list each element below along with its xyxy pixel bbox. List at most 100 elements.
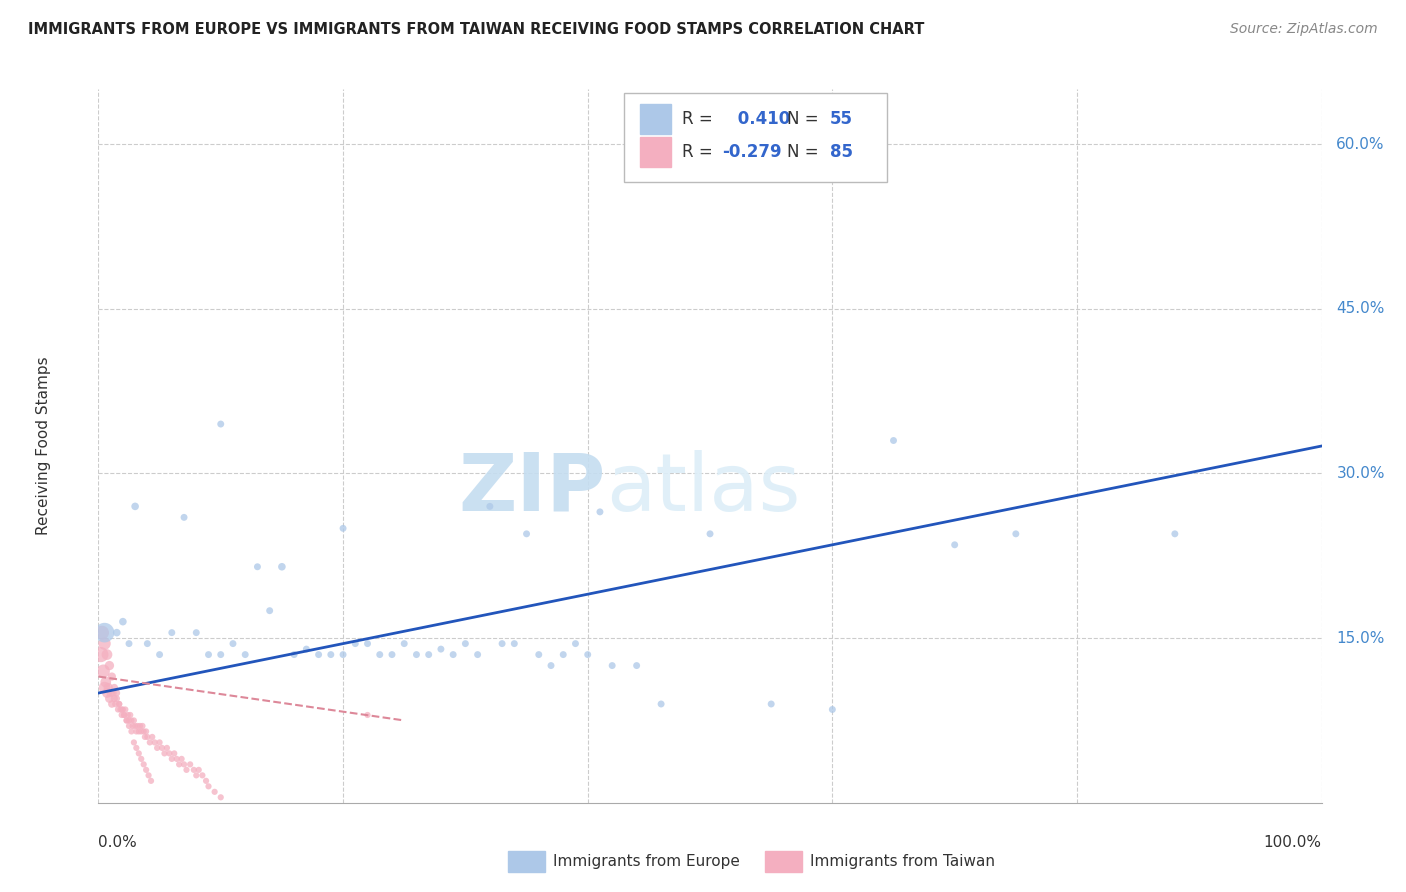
Point	[149, 648, 172, 662]
Point	[120, 714, 142, 728]
Point	[283, 648, 305, 662]
Point	[160, 752, 183, 766]
Point	[197, 648, 219, 662]
Point	[115, 714, 138, 728]
Point	[156, 740, 179, 755]
Point	[467, 648, 489, 662]
Point	[115, 714, 138, 728]
FancyBboxPatch shape	[624, 93, 887, 182]
Point	[761, 697, 783, 711]
Text: Immigrants from Taiwan: Immigrants from Taiwan	[810, 854, 995, 869]
Point	[114, 702, 136, 716]
Point	[135, 763, 157, 777]
Point	[441, 648, 464, 662]
Point	[170, 752, 193, 766]
Point	[149, 735, 172, 749]
Point	[564, 637, 586, 651]
Point	[111, 702, 134, 716]
Point	[105, 625, 128, 640]
Point	[111, 708, 134, 723]
Point	[173, 757, 195, 772]
Text: 100.0%: 100.0%	[1264, 835, 1322, 850]
Point	[356, 637, 378, 651]
Point	[191, 768, 214, 782]
Point	[183, 763, 205, 777]
Point	[94, 675, 117, 690]
Point	[125, 740, 148, 755]
Point	[129, 752, 152, 766]
Point	[132, 724, 155, 739]
Text: N =: N =	[787, 143, 824, 161]
Point	[186, 625, 208, 640]
Point	[112, 708, 135, 723]
Point	[139, 773, 162, 788]
Point	[101, 669, 124, 683]
Point	[108, 697, 131, 711]
Point	[187, 763, 209, 777]
Point	[129, 719, 152, 733]
Point	[105, 691, 128, 706]
Point	[503, 637, 526, 651]
Point	[332, 521, 354, 535]
Point	[821, 702, 844, 716]
Point	[135, 724, 157, 739]
Point	[209, 790, 232, 805]
Point	[153, 747, 176, 761]
Point	[122, 735, 145, 749]
Text: 30.0%: 30.0%	[1336, 466, 1385, 481]
Point	[111, 615, 134, 629]
Text: N =: N =	[787, 111, 824, 128]
Point	[209, 648, 232, 662]
Point	[204, 785, 226, 799]
Point	[166, 752, 188, 766]
Text: 60.0%: 60.0%	[1336, 136, 1385, 152]
Point	[101, 686, 124, 700]
Text: 45.0%: 45.0%	[1336, 301, 1385, 317]
Point	[118, 714, 141, 728]
Point	[589, 505, 612, 519]
Text: 55: 55	[830, 111, 853, 128]
Point	[176, 763, 198, 777]
Point	[195, 773, 218, 788]
Point	[368, 648, 391, 662]
Point	[259, 604, 281, 618]
FancyBboxPatch shape	[508, 851, 546, 872]
Point	[319, 648, 342, 662]
Point	[179, 757, 201, 772]
Point	[108, 697, 131, 711]
Point	[134, 730, 156, 744]
Point	[167, 757, 190, 772]
Point	[136, 730, 159, 744]
Point	[173, 510, 195, 524]
Text: 0.0%: 0.0%	[98, 835, 138, 850]
Point	[91, 625, 114, 640]
Point	[163, 747, 186, 761]
Point	[118, 637, 141, 651]
Point	[143, 735, 166, 749]
Point	[93, 625, 115, 640]
Text: 85: 85	[830, 143, 853, 161]
Text: Source: ZipAtlas.com: Source: ZipAtlas.com	[1230, 22, 1378, 37]
Point	[132, 757, 155, 772]
Point	[100, 686, 122, 700]
Point	[209, 417, 232, 431]
Point	[97, 681, 120, 695]
Text: -0.279: -0.279	[723, 143, 782, 161]
Point	[91, 664, 114, 678]
Point	[125, 724, 148, 739]
Point	[246, 559, 269, 574]
Point	[90, 648, 112, 662]
Point	[96, 686, 118, 700]
Point	[332, 648, 354, 662]
Point	[139, 735, 162, 749]
Point	[197, 780, 219, 794]
Text: IMMIGRANTS FROM EUROPE VS IMMIGRANTS FROM TAIWAN RECEIVING FOOD STAMPS CORRELATI: IMMIGRANTS FROM EUROPE VS IMMIGRANTS FRO…	[28, 22, 925, 37]
Point	[121, 719, 143, 733]
Point	[883, 434, 905, 448]
Text: 0.410: 0.410	[733, 111, 790, 128]
Point	[600, 658, 623, 673]
Point	[295, 642, 318, 657]
Point	[270, 559, 294, 574]
Point	[117, 708, 139, 723]
Point	[157, 747, 180, 761]
